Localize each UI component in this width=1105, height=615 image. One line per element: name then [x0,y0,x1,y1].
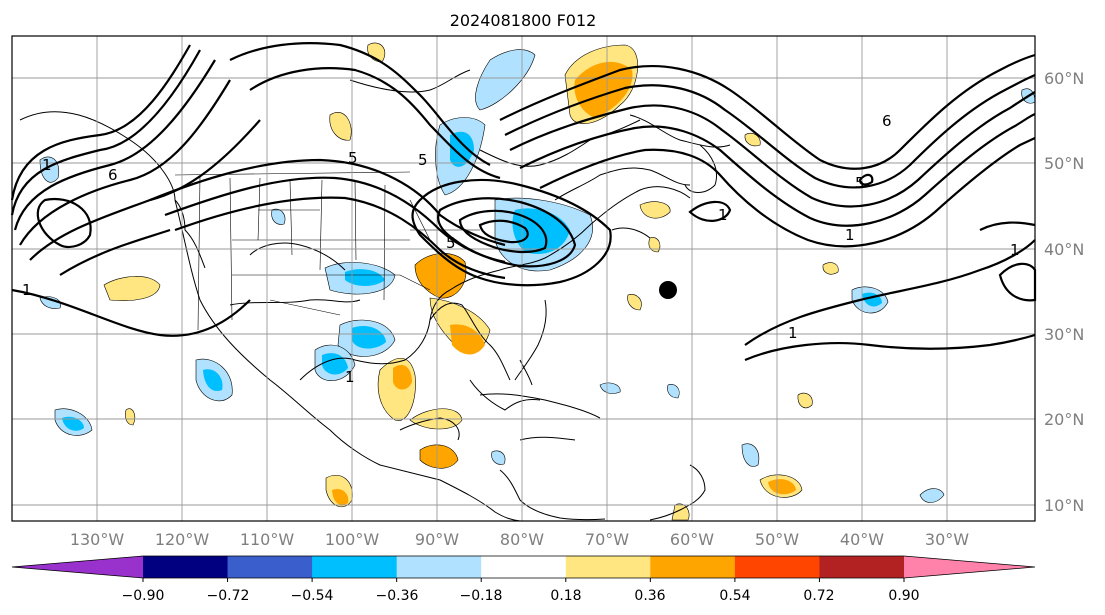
lon-label: 50°W [755,530,799,549]
contour-label: 1 [42,156,52,174]
colorbar-tick-label: 0.18 [550,588,581,604]
contour-label: 1 [345,368,355,386]
contour-label: 6 [108,166,118,184]
colorbar-segments [11,555,1036,582]
lat-label: 40°N [1044,240,1084,259]
colorbar-segment [565,556,651,578]
lon-label: 60°W [670,530,714,549]
lon-label: 110°W [240,530,295,549]
colorbar-tick-labels: −0.90 −0.72 −0.54 −0.36 −0.18 0.18 0.36 … [122,588,920,604]
colorbar-tick-label: −0.90 [122,588,165,604]
lat-label: 60°N [1044,69,1084,88]
contour-label: 5 [446,234,456,252]
colorbar-extend-min [12,556,143,578]
longitude-labels: 130°W 120°W 110°W 100°W 90°W 80°W 70°W 6… [70,530,969,549]
map-title: 2024081800 F012 [450,11,597,30]
contour-label: 1 [788,324,798,342]
lon-label: 90°W [415,530,459,549]
colorbar-tick-label: 0.54 [719,588,750,604]
colorbar-tick-label: −0.54 [291,588,334,604]
colorbar-tick-label: −0.18 [460,588,503,604]
contour-label: 6 [882,112,892,130]
colorbar-tick-label: 0.36 [634,588,665,604]
lon-label: 120°W [155,530,210,549]
colorbar-segment [481,556,567,578]
lon-label: 100°W [325,530,380,549]
colorbar-tick-label: −0.72 [207,588,250,604]
colorbar-extend-max [904,556,1035,578]
contour-label: 1 [22,281,32,299]
colorbar-tick-label: 0.72 [803,588,834,604]
contour-label: 1 [718,206,728,224]
colorbar-segment [396,556,482,578]
contour-label: 5 [855,174,865,192]
colorbar-segment [227,556,313,578]
colorbar-segment [734,556,820,578]
lat-label: 30°N [1044,325,1084,344]
map-panel: 1 5 6 6 5 1 1 1 1 1 5 5 1 [10,35,1037,522]
colorbar-tick-label: 0.90 [888,588,919,604]
contour-label: 1 [1010,241,1020,259]
colorbar-segment [143,556,229,578]
map-frame [11,35,1036,522]
colorbar: −0.90 −0.72 −0.54 −0.36 −0.18 0.18 0.36 … [11,555,1036,604]
graticule [12,36,1035,521]
contour-label: 5 [348,149,358,167]
colorbar-segment [819,556,905,578]
lon-label: 80°W [500,530,544,549]
storm-center-marker [659,281,677,299]
political-borders [174,171,480,331]
lon-label: 30°W [925,530,969,549]
colorbar-segment [312,556,398,578]
lon-label: 130°W [70,530,125,549]
lon-label: 40°W [840,530,884,549]
lat-label: 20°N [1044,410,1084,429]
contour-lines [10,42,1037,362]
lon-label: 70°W [585,530,629,549]
contour-label-group: 1 5 6 6 5 1 1 1 1 1 5 5 1 [22,112,1020,386]
lat-label: 50°N [1044,154,1084,173]
latitude-labels: 60°N 50°N 40°N 30°N 20°N 10°N [1044,69,1084,515]
lat-label: 10°N [1044,496,1084,515]
colorbar-tick-label: −0.36 [376,588,419,604]
contour-label: 1 [845,226,855,244]
colorbar-segment [650,556,736,578]
contour-label: 5 [418,151,428,169]
